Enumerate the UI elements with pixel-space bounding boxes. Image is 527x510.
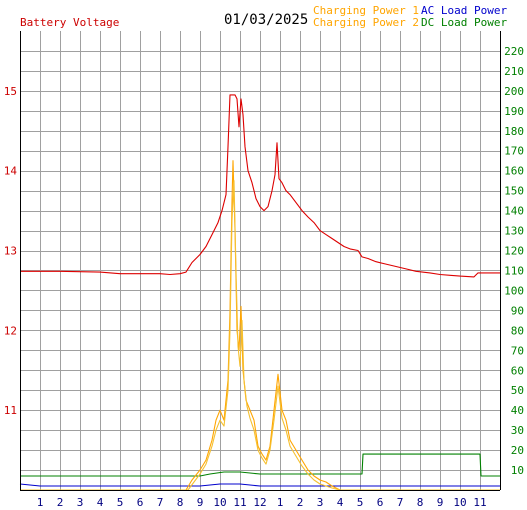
x-tick-label: 11 <box>233 496 246 509</box>
right-tick-label: 190 <box>504 105 524 118</box>
right-tick-label: 180 <box>504 125 524 138</box>
legend-charging-power-1: Charging Power 1 <box>313 4 419 17</box>
right-tick-label: 100 <box>504 284 524 297</box>
right-tick-label: 30 <box>511 424 524 437</box>
right-tick-label: 160 <box>504 165 524 178</box>
right-tick-label: 60 <box>511 364 524 377</box>
x-tick-label: 1 <box>37 496 44 509</box>
x-tick-label: 9 <box>197 496 204 509</box>
right-tick-label: 210 <box>504 65 524 78</box>
x-tick-label: 2 <box>57 496 64 509</box>
left-tick-label: 12 <box>4 324 17 337</box>
right-tick-label: 10 <box>511 464 524 477</box>
right-tick-labels: 10 20 30 40 50 60 70 80 90 100 110 120 130 140 150 160 1… <box>504 45 524 477</box>
x-tick-label: 5 <box>117 496 124 509</box>
chart-grid <box>20 31 500 490</box>
left-tick-label: 11 <box>4 404 17 417</box>
x-tick-label: 12 <box>253 496 266 509</box>
legend-ac-load-power: AC Load Power <box>421 4 508 17</box>
legend-charging-power-2: Charging Power 2 <box>313 16 419 29</box>
right-tick-label: 130 <box>504 225 524 238</box>
right-tick-label: 140 <box>504 205 524 218</box>
x-tick-label: 7 <box>397 496 404 509</box>
left-tick-label: 15 <box>4 85 17 98</box>
right-tick-label: 150 <box>504 185 524 198</box>
left-tick-label: 14 <box>4 165 18 178</box>
x-tick-label: 6 <box>377 496 384 509</box>
right-tick-label: 90 <box>511 304 524 317</box>
x-tick-label: 2 <box>297 496 304 509</box>
right-tick-label: 20 <box>511 444 524 457</box>
x-tick-label: 11 <box>473 496 486 509</box>
x-tick-label: 8 <box>417 496 424 509</box>
series-line-charging-power-2 <box>20 180 500 491</box>
series-line-ac-load-power <box>19 483 500 487</box>
x-tick-label: 4 <box>97 496 104 509</box>
legend-dc-load-power: DC Load Power <box>421 16 508 29</box>
right-tick-label: 120 <box>504 245 524 258</box>
series-line-dc-load-power <box>20 453 500 477</box>
left-tick-label: 13 <box>4 245 17 258</box>
x-tick-label: 8 <box>177 496 184 509</box>
chart-series <box>19 94 500 491</box>
x-tick-label: 10 <box>453 496 466 509</box>
x-tick-label: 4 <box>337 496 344 509</box>
x-tick-label: 10 <box>213 496 226 509</box>
x-tick-label: 9 <box>437 496 444 509</box>
x-tick-label: 3 <box>77 496 84 509</box>
left-tick-labels: 11 12 13 14 15 <box>4 85 18 417</box>
x-tick-label: 7 <box>157 496 164 509</box>
x-tick-label: 6 <box>137 496 144 509</box>
left-axis-title: Battery Voltage <box>20 16 120 29</box>
right-tick-label: 170 <box>504 145 524 158</box>
x-tick-label: 1 <box>277 496 284 509</box>
right-tick-label: 200 <box>504 85 524 98</box>
right-tick-label: 70 <box>511 344 524 357</box>
x-tick-label: 3 <box>317 496 324 509</box>
right-tick-label: 220 <box>504 45 524 58</box>
series-line-battery-voltage <box>20 94 500 278</box>
x-tick-label: 5 <box>357 496 364 509</box>
series-line-charging-power-1 <box>20 160 500 491</box>
right-tick-label: 110 <box>504 264 524 277</box>
right-tick-label: 80 <box>511 324 524 337</box>
right-tick-label: 50 <box>511 384 524 397</box>
right-tick-label: 40 <box>511 404 524 417</box>
x-tick-labels: 1 2 3 4 5 6 7 8 9 10 11 12 1 2 3 4 5 6 7 8 9 10 11 <box>37 496 487 509</box>
chart-frame <box>20 31 501 491</box>
chart-date: 01/03/2025 <box>224 12 309 28</box>
